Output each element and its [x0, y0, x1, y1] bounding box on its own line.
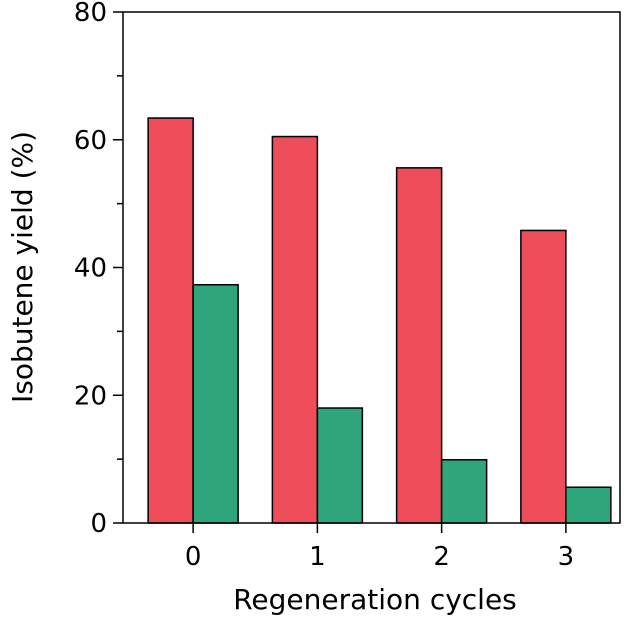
y-tick-label: 60 [74, 126, 107, 156]
bar-series2-cat1 [316, 407, 364, 524]
y-tick-label: 80 [74, 0, 107, 28]
y-tick-label: 20 [74, 381, 107, 411]
x-tick-label: 1 [309, 542, 326, 572]
y-tick-label: 0 [90, 509, 107, 539]
y-tick-label: 40 [74, 254, 107, 284]
x-tick-label: 2 [433, 542, 450, 572]
bar-series2-cat2 [440, 459, 488, 524]
bar-series2-cat0 [192, 283, 239, 524]
x-tick-label: 0 [185, 542, 202, 572]
bar-series1-cat3 [520, 229, 567, 524]
bars-layer [147, 117, 612, 524]
bar-series1-cat2 [395, 167, 443, 524]
bar-series2-cat3 [565, 486, 612, 524]
x-axis-title: Regeneration cycles [233, 583, 517, 616]
bar-series1-cat0 [147, 117, 194, 524]
axes-layer: 0 20 40 60 80 0 1 2 3 [74, 0, 621, 572]
y-axis-title: Isobutene yield (%) [6, 131, 39, 403]
bar-series1-cat1 [271, 135, 319, 524]
x-tick-label: 3 [558, 542, 575, 572]
